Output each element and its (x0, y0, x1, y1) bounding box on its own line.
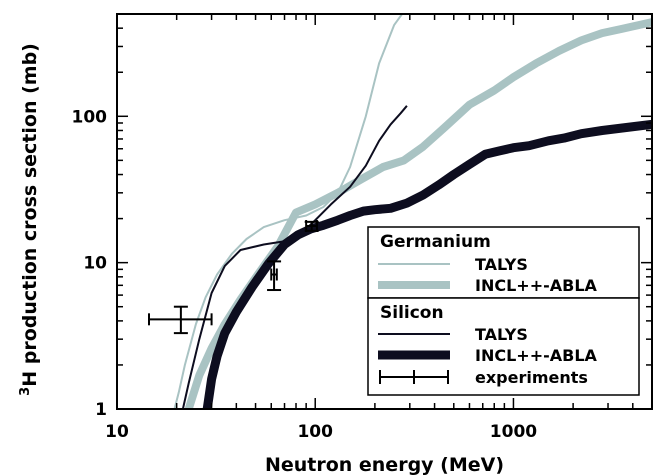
x-tick-label: 100 (297, 422, 333, 442)
series-silicon-incl-abla (202, 119, 652, 409)
experiment-point (304, 219, 319, 232)
legend-entries: TALYS INCL++-ABLA TALYS INCL++-ABLA experime… (378, 255, 598, 387)
legend-heading-germanium: Germanium (380, 232, 491, 252)
legend-entry-label: TALYS (475, 325, 528, 344)
x-tick-label: 10 (105, 422, 129, 442)
x-tick-label: 1000 (490, 422, 537, 442)
legend-entry-label: INCL++-ABLA (475, 276, 598, 295)
x-axis-title: Neutron energy (MeV) (265, 454, 504, 475)
legend-swatch-experiments (379, 370, 449, 384)
experiments-layer (147, 219, 319, 335)
plot-frame (116, 13, 653, 410)
axis-ticks (116, 13, 653, 410)
experiment-point (267, 260, 282, 292)
legend: Germanium Silicon TALYS INCL++-ABLA TALYS I… (367, 226, 640, 396)
series-germanium-talys (173, 14, 404, 409)
y-tick-label: 100 (72, 107, 108, 127)
y-tick-label: 1 (95, 400, 107, 420)
y-axis-title: 3H production cross section (mb) (18, 43, 42, 396)
y-axis-title-text: H production cross section (mb) (19, 43, 41, 387)
legend-entry-label: experiments (475, 368, 588, 387)
legend-heading-silicon: Silicon (380, 303, 444, 323)
series-layer (173, 14, 652, 409)
y-axis-title-superscript: 3 (18, 387, 33, 396)
y-tick-label: 10 (83, 254, 107, 274)
experiment-point (147, 305, 213, 335)
legend-entry-label: TALYS (475, 255, 528, 274)
legend-entry-label: INCL++-ABLA (475, 346, 598, 365)
